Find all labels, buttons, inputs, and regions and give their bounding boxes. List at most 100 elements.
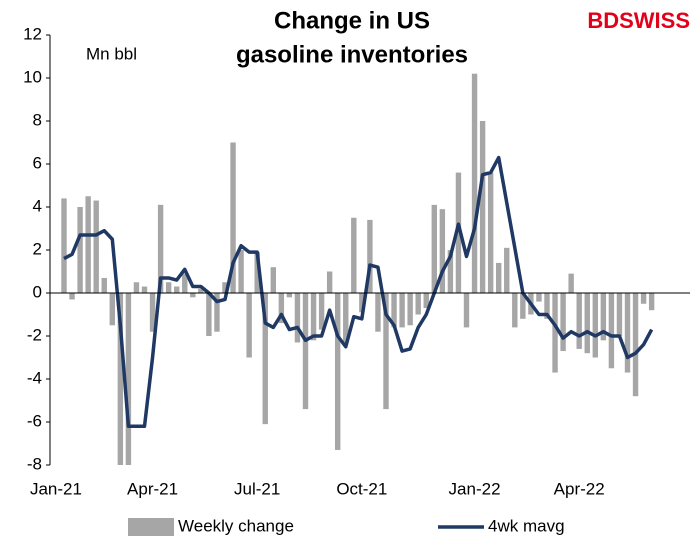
y-tick-label: 8 xyxy=(33,110,42,129)
bar xyxy=(230,142,236,293)
bar xyxy=(326,271,333,293)
bar xyxy=(69,293,75,300)
x-tick-label: Apr-21 xyxy=(127,479,178,498)
y-tick-label: -6 xyxy=(27,411,42,430)
bar xyxy=(359,293,365,313)
bar xyxy=(640,293,647,304)
bar xyxy=(423,293,429,309)
bar xyxy=(584,293,590,354)
bar xyxy=(270,267,276,293)
bar xyxy=(455,172,462,293)
y-tick-label: 6 xyxy=(33,153,42,172)
chart-title: gasoline inventories xyxy=(236,41,468,68)
bar xyxy=(294,293,301,343)
bar xyxy=(496,262,502,293)
bar xyxy=(117,293,124,465)
bar xyxy=(367,219,373,293)
bar xyxy=(407,293,413,326)
bar xyxy=(375,293,381,332)
bar xyxy=(552,293,558,373)
bar xyxy=(608,293,615,369)
bar xyxy=(487,172,494,293)
y-tick-label: -4 xyxy=(27,368,42,387)
bar xyxy=(648,293,655,311)
bar xyxy=(157,204,164,293)
line xyxy=(63,155,654,429)
x-tick-label: Apr-22 xyxy=(554,479,605,498)
legend-label: 4wk mavg xyxy=(488,516,565,535)
bar xyxy=(576,293,582,349)
bar xyxy=(560,293,566,352)
bar xyxy=(222,282,228,293)
x-tick-label: Jul-21 xyxy=(234,479,280,498)
bar xyxy=(343,293,349,343)
bar xyxy=(310,293,317,341)
bar xyxy=(592,293,598,358)
bar xyxy=(624,293,631,373)
bar xyxy=(302,293,309,410)
bar xyxy=(286,293,293,298)
y-tick-label: -8 xyxy=(27,454,42,473)
bar xyxy=(431,204,437,293)
bar xyxy=(479,121,486,293)
bar xyxy=(101,277,107,293)
x-tick-label: Jan-21 xyxy=(30,479,82,498)
bar xyxy=(415,293,421,315)
bar xyxy=(182,273,188,293)
bar xyxy=(141,286,148,293)
bar xyxy=(335,293,341,450)
bar xyxy=(463,293,470,328)
bar xyxy=(391,293,397,328)
bar xyxy=(616,293,623,336)
bar xyxy=(109,293,115,326)
bar xyxy=(85,196,91,293)
bar xyxy=(93,200,99,293)
x-tick-label: Oct-21 xyxy=(336,479,387,498)
bar xyxy=(632,293,639,397)
bar xyxy=(174,286,180,293)
legend-label: Weekly change xyxy=(178,516,294,535)
bar xyxy=(504,247,510,293)
bar xyxy=(471,73,478,293)
bar xyxy=(61,198,67,293)
plot-area xyxy=(61,73,655,465)
bar xyxy=(351,217,357,293)
bar xyxy=(77,207,83,293)
bar xyxy=(206,293,212,336)
bar xyxy=(600,293,607,341)
bar xyxy=(544,293,550,319)
legend-swatch xyxy=(128,518,174,536)
bar xyxy=(125,293,132,465)
y-tick-label: 0 xyxy=(33,282,42,301)
bar xyxy=(254,252,260,293)
x-tick-label: Jan-22 xyxy=(449,479,501,498)
y-tick-label: 4 xyxy=(33,196,42,215)
bar xyxy=(246,293,252,358)
chart-title: Change in US xyxy=(274,7,430,34)
unit-label: Mn bbl xyxy=(86,44,137,63)
bar xyxy=(439,209,446,293)
bar xyxy=(536,293,542,302)
bar xyxy=(568,273,574,293)
bar xyxy=(399,293,405,328)
logo: BDSWISS xyxy=(587,8,690,33)
bar xyxy=(149,293,156,332)
bar xyxy=(447,250,454,293)
y-tick-label: 12 xyxy=(23,24,42,43)
y-tick-label: -2 xyxy=(27,325,42,344)
y-tick-label: 10 xyxy=(23,67,42,86)
bar xyxy=(278,293,285,324)
bar xyxy=(262,293,268,425)
y-tick-label: 2 xyxy=(33,239,42,258)
bar xyxy=(383,293,389,410)
bar xyxy=(512,293,518,328)
bar xyxy=(214,293,220,332)
bar xyxy=(190,293,196,298)
bar xyxy=(238,250,244,293)
bar xyxy=(318,293,325,330)
bar xyxy=(520,293,526,319)
bar xyxy=(133,282,140,293)
bar xyxy=(198,288,204,293)
bar xyxy=(165,282,172,293)
